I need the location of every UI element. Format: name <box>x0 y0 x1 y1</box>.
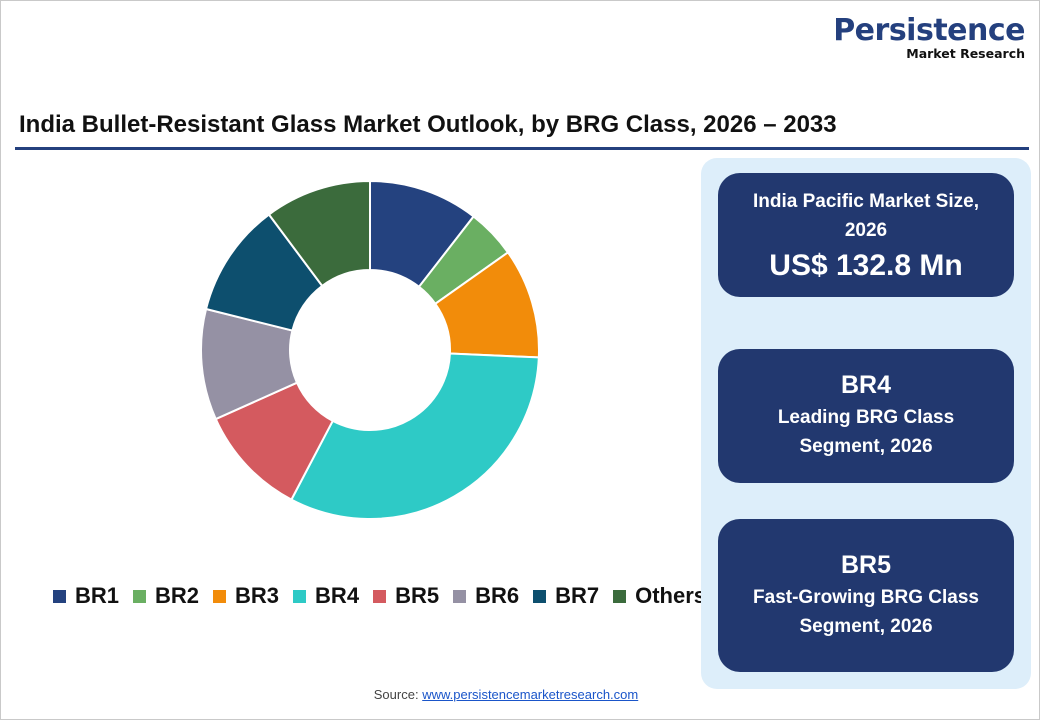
chart-legend: BR1 BR2 BR3 BR4 BR5 BR6 BR7 Others <box>53 583 720 609</box>
legend-item-br3: BR3 <box>213 583 279 609</box>
fast-growing-card: BR5 Fast-Growing BRG Class Segment, 2026 <box>718 519 1014 672</box>
brand-logo: Persistence Market Research <box>833 15 1025 61</box>
legend-item-br5: BR5 <box>373 583 439 609</box>
legend-swatch <box>613 589 627 603</box>
slice-others <box>267 179 371 288</box>
legend-label: Others <box>635 583 707 608</box>
source-link[interactable]: www.persistencemarketresearch.com <box>422 687 639 702</box>
legend-item-br7: BR7 <box>533 583 599 609</box>
slice-br4 <box>290 352 540 520</box>
legend-item-br2: BR2 <box>133 583 199 609</box>
legend-item-others: Others <box>613 583 706 609</box>
legend-label: BR5 <box>395 583 440 608</box>
legend-item-br1: BR1 <box>53 583 119 609</box>
summary-panel: India Pacific Market Size, 2026 US$ 132.… <box>701 158 1031 689</box>
source-line: Source: www.persistencemarketresearch.co… <box>1 687 1011 702</box>
leading-segment-label: Leading BRG Class Segment, 2026 <box>777 407 955 457</box>
leading-segment-value: BR4 <box>840 371 891 399</box>
logo-line-2: Market Research <box>906 46 1025 61</box>
market-size-value: US$ 132.8 Mn <box>769 249 963 282</box>
legend-swatch <box>533 589 547 603</box>
legend-swatch <box>453 589 467 603</box>
market-size-card: India Pacific Market Size, 2026 US$ 132.… <box>718 173 1014 297</box>
legend-swatch <box>293 589 307 603</box>
fast-growing-value: BR5 <box>840 551 891 579</box>
legend-item-br6: BR6 <box>453 583 519 609</box>
legend-label: BR7 <box>555 583 600 608</box>
legend-label: BR2 <box>155 583 200 608</box>
legend-label: BR1 <box>75 583 120 608</box>
legend-label: BR4 <box>315 583 360 608</box>
leading-segment-card: BR4 Leading BRG Class Segment, 2026 <box>718 349 1014 483</box>
market-size-label: India Pacific Market Size, 2026 <box>753 191 979 241</box>
title-divider <box>15 147 1029 150</box>
logo-line-1: Persistence <box>833 13 1025 48</box>
legend-swatch <box>373 589 387 603</box>
legend-item-br4: BR4 <box>293 583 359 609</box>
legend-label: BR3 <box>235 583 280 608</box>
fast-growing-label: Fast-Growing BRG Class Segment, 2026 <box>753 587 979 637</box>
legend-swatch <box>53 589 66 603</box>
donut-chart <box>200 179 540 520</box>
legend-label: BR6 <box>475 583 520 608</box>
legend-swatch <box>213 589 227 603</box>
chart-title: India Bullet-Resistant Glass Market Outl… <box>19 111 837 138</box>
legend-swatch <box>133 589 147 603</box>
source-prefix: Source: <box>373 687 419 702</box>
